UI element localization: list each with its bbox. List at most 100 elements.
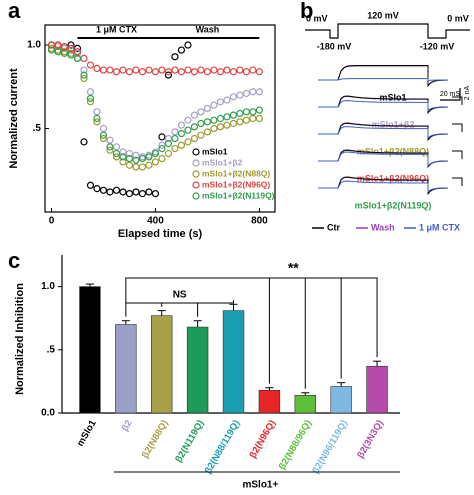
current-trace [318,65,449,88]
x-tick-label: β2(N96Q) [248,418,279,460]
data-point [132,66,140,74]
data-point [249,108,257,116]
data-point [106,136,114,144]
legend-label: 1 μM CTX [419,222,460,232]
data-point [93,118,101,126]
current-trace [318,100,448,112]
data-point [249,88,257,96]
data-point [80,71,88,79]
y-tick-label: .5 [47,344,56,355]
data-point [132,156,140,164]
data-point [151,149,160,158]
data-point [216,98,225,106]
data-point [67,51,75,59]
bar [222,310,245,414]
data-point [125,190,134,198]
data-point [223,121,231,129]
bar [258,389,281,414]
y-tick-label: 1.0 [27,40,41,51]
y-tick-label: 0.0 [41,408,55,419]
data-point [242,116,251,124]
data-point [106,146,114,154]
scale-corner [452,177,463,186]
data-point [171,144,179,153]
data-point [216,114,225,123]
current-trace [318,78,448,82]
row-label: mSlo1+β2(N88Q) [357,146,429,156]
protocol-label: 0 mV [447,13,469,23]
data-point [151,68,160,76]
y-axis-label: Normalized Inhibition [14,283,26,395]
data-point [145,188,153,196]
data-point [216,123,225,131]
scale-corner [452,123,463,132]
data-point [158,154,166,163]
scale-current: 2 nA [464,85,471,100]
x-tick-label: mSlo1 [75,418,99,449]
x-tick-label: β2(N88/96Q) [277,418,314,472]
legend-marker [192,181,200,189]
bar [151,315,173,414]
data-point [236,66,244,74]
data-point [132,163,140,171]
data-point [145,161,153,169]
legend-label: Ctr [327,222,340,232]
x-tick-label: β2(N96/119Q) [310,418,350,476]
legend-label: mSlo1+β2 [202,157,243,167]
data-point [80,138,88,146]
bar [294,395,316,414]
data-point [203,104,212,113]
data-point [119,153,127,161]
y-tick-label: .5 [33,123,42,134]
data-point [242,89,251,98]
bar [366,365,388,414]
data-point [242,68,251,76]
legend-marker [192,192,200,200]
x-tick-label: β2 [120,418,135,433]
data-point [236,91,244,99]
data-point [255,106,264,114]
data-point [73,48,82,56]
protocol-label: 0 mV [306,13,328,23]
data-point [112,143,121,151]
group-label: mSlo1+ [242,480,278,491]
data-point [177,121,186,129]
data-point [158,133,166,141]
data-point [138,163,147,171]
data-point [138,190,147,198]
data-point [223,96,231,104]
x-axis-label: Elapsed time (s) [118,228,203,240]
legend-marker [192,159,200,167]
legend-label: mSlo1+β2(N119Q) [202,190,275,200]
data-point [171,128,179,136]
data-point [125,149,134,158]
data-point [229,68,238,76]
data-point [158,141,166,149]
data-point [158,66,166,74]
x-tick-label: β2(3N3Q) [355,418,386,460]
data-point [255,68,264,76]
bar [115,324,137,414]
row-label: mSlo1+β2(N96Q) [357,173,429,183]
data-point [86,98,95,106]
data-point [60,43,69,51]
data-point [229,111,238,119]
legend-label: mSlo1+β2(N96Q) [202,179,270,189]
data-point [138,68,147,76]
data-point [80,54,88,62]
data-point [184,41,192,49]
data-point [197,131,205,139]
data-point [138,154,147,163]
data-point [197,108,205,116]
treatment-label: Wash [196,24,220,34]
data-point [229,93,238,101]
data-point [229,119,238,128]
data-point [151,158,160,166]
legend-label: mSlo1+β2(N88Q) [202,168,270,178]
data-point [164,71,173,79]
data-point [112,68,121,76]
plot-frame [44,24,276,213]
data-point [119,148,127,156]
data-point [223,66,231,74]
